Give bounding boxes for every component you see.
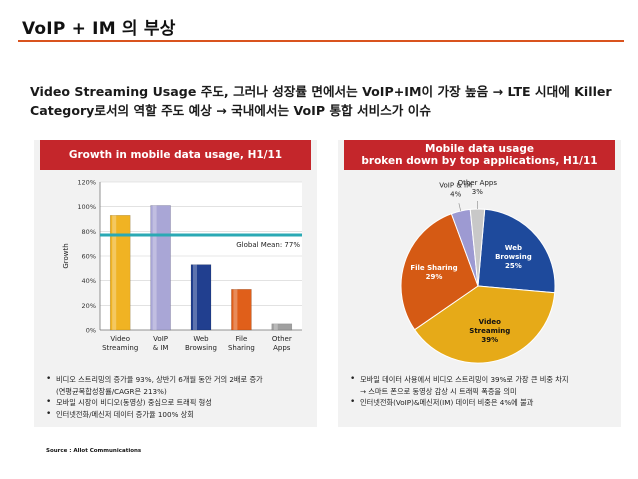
slice-percent-label: 4% <box>450 191 461 199</box>
slide-title: VoIP + IM 의 부상 <box>22 19 176 39</box>
global-mean-label: Global Mean: 77% <box>236 241 300 249</box>
growth-panel: Growth in mobile data usage, H1/11 0% 20%… <box>34 140 317 427</box>
note-text: 모바일 시장이 비디오(동영상) 중심으로 트래픽 형성 <box>56 398 212 407</box>
y-tick-label: 60% <box>82 253 96 261</box>
usage-panel: Mobile data usage broken down by top app… <box>338 140 621 427</box>
slice-percent-label: 29% <box>426 273 443 281</box>
y-tick-label: 100% <box>77 203 96 211</box>
note-item: 모바일 시장이 비디오(동영상) 중심으로 트래픽 형성 <box>44 397 312 409</box>
source-note: Source : Allot Communications <box>46 448 142 454</box>
x-tick-label: Other <box>272 335 292 343</box>
x-tick-label: Streaming <box>102 344 138 352</box>
usage-header-line2: broken down by top applications, H1/11 <box>361 155 598 167</box>
usage-notes: 모바일 데이터 사용에서 비디오 스트리밍이 39%로 가장 큰 비중 차지 →… <box>348 374 616 409</box>
slice-percent-label: 39% <box>481 336 498 344</box>
pie-slice <box>400 213 479 331</box>
slice-label: Video <box>479 318 501 326</box>
pie-slice <box>477 208 556 294</box>
y-tick-label: 120% <box>77 179 96 187</box>
y-tick-label: 20% <box>82 302 96 310</box>
bar-group <box>109 215 131 331</box>
x-tick-label: Video <box>110 335 130 343</box>
slice-label: Other Apps <box>458 179 498 187</box>
bar-group <box>190 264 212 331</box>
bar <box>150 205 171 331</box>
label-leader <box>458 203 461 212</box>
slice-label: VoIP & IM <box>439 182 472 190</box>
x-tick-label: & IM <box>153 344 169 352</box>
usage-panel-header: Mobile data usage broken down by top app… <box>344 140 615 170</box>
bar-highlight <box>233 289 238 330</box>
note-text: 인터넷전화(VoIP)&메신저(IM) 데이터 비중은 4%에 불과 <box>360 398 534 407</box>
note-text: 모바일 데이터 사용에서 비디오 스트리밍이 39%로 가장 큰 비중 차지 <box>360 375 569 384</box>
bar <box>231 289 252 331</box>
y-tick-label: 40% <box>82 277 96 285</box>
title-divider <box>18 40 624 42</box>
usage-header-line1: Mobile data usage <box>425 143 534 155</box>
growth-notes: 비디오 스트리밍의 증가율 93%, 상반기 6개월 동안 거의 2배로 증가 … <box>44 374 312 420</box>
bar-highlight <box>193 264 197 330</box>
note-item: 인터넷전화/메신저 데이터 증가율 100% 상회 <box>44 409 312 421</box>
x-tick-label: Browsing <box>185 344 217 352</box>
x-tick-label: Sharing <box>228 344 255 352</box>
bar-highlight <box>112 215 117 330</box>
x-tick-label: Apps <box>273 344 291 352</box>
bar-group <box>150 205 171 331</box>
pie-slice <box>413 285 556 364</box>
note-text: 인터넷전화/메신저 데이터 증가율 100% 상회 <box>56 409 194 419</box>
note-subtext: (연평균복합성장률/CAGR은 213%) <box>56 386 167 396</box>
x-tick-label: File <box>236 335 248 343</box>
bar-highlight <box>152 205 157 330</box>
bar <box>109 215 131 331</box>
growth-bar-chart: 0% 20% 40% 60% 80% 100% 120% Growth VideoStreami… <box>62 179 302 352</box>
slice-percent-label: 25% <box>505 262 522 270</box>
x-tick-label: Web <box>193 335 209 343</box>
slice-label: Streaming <box>469 327 510 335</box>
slice-percent-label: 3% <box>472 188 483 196</box>
note-item: 모바일 데이터 사용에서 비디오 스트리밍이 39%로 가장 큰 비중 차지 →… <box>348 374 616 397</box>
slice-label: File Sharing <box>410 264 457 272</box>
y-tick-label: 80% <box>82 228 96 236</box>
y-tick-label: 0% <box>86 327 96 335</box>
bar <box>190 264 212 331</box>
headline: Video Streaming Usage 주도, 그러나 성장률 면에서는 V… <box>30 84 612 118</box>
note-item: 비디오 스트리밍의 증가율 93%, 상반기 6개월 동안 거의 2배로 증가 … <box>44 374 312 397</box>
slice-label: Web <box>505 244 522 252</box>
note-subtext: → 스마트 폰으로 동영상 감상 시 트래픽 폭증을 의미 <box>360 386 517 396</box>
bar-highlight <box>273 323 278 330</box>
x-tick-label: VoIP <box>153 335 168 343</box>
slice-label: Browsing <box>495 253 532 261</box>
note-text: 비디오 스트리밍의 증가율 93%, 상반기 6개월 동안 거의 2배로 증가 <box>56 375 263 384</box>
note-item: 인터넷전화(VoIP)&메신저(IM) 데이터 비중은 4%에 불과 <box>348 397 616 409</box>
growth-panel-header: Growth in mobile data usage, H1/11 <box>40 140 311 170</box>
bar-group <box>271 323 293 331</box>
bar-group <box>231 289 252 331</box>
bar <box>271 323 293 331</box>
y-axis-label: Growth <box>62 243 70 268</box>
